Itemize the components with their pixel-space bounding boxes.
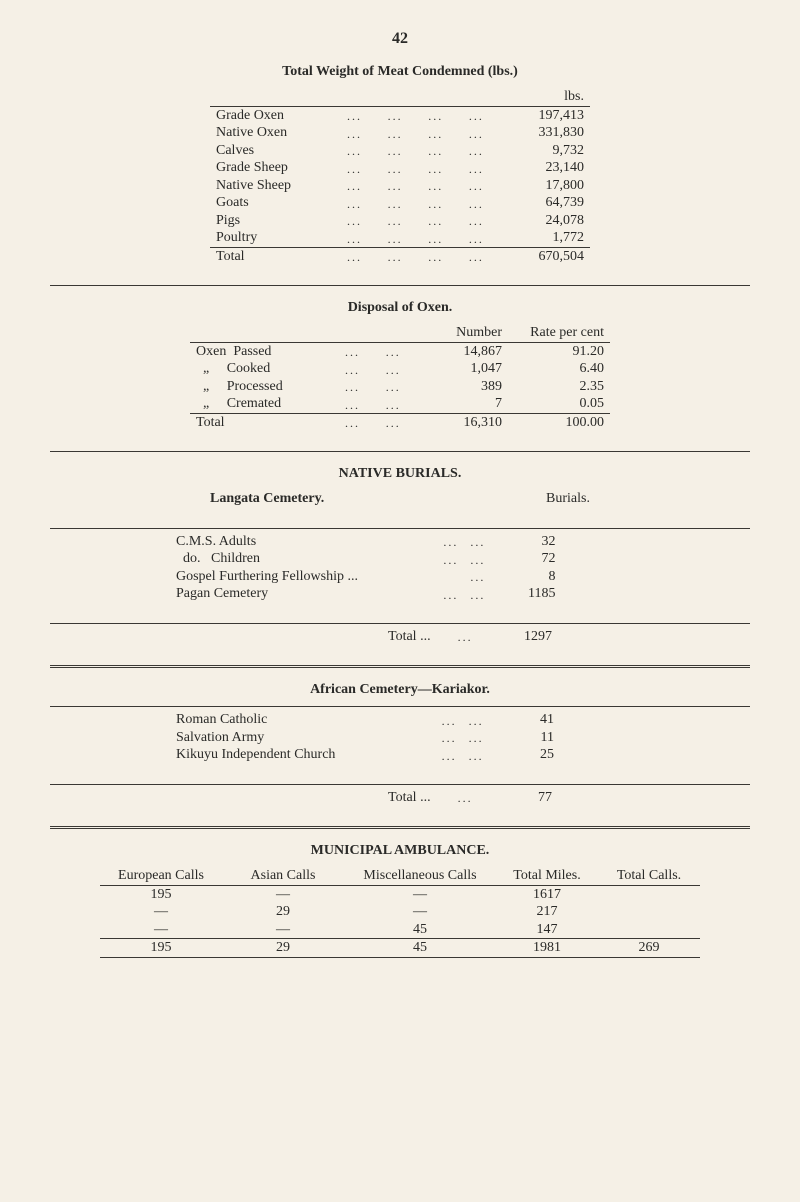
- total-row: Total ......1297: [170, 628, 630, 646]
- table-row: Pigs............24,078: [210, 212, 590, 230]
- native-title: NATIVE BURIALS.: [50, 466, 750, 482]
- native-table: Langata Cemetery. Burials.: [170, 490, 630, 508]
- ambulance-title: MUNICIPAL AMBULANCE.: [50, 843, 750, 859]
- total-row: Total............670,504: [210, 248, 590, 266]
- table-row: Kikuyu Independent Church......25: [170, 746, 630, 764]
- table-row: Grade Sheep............23,140: [210, 159, 590, 177]
- table-row: Native Sheep............17,800: [210, 177, 590, 195]
- table-row: Salvation Army......11: [170, 729, 630, 747]
- table-row: ——45147: [100, 921, 700, 939]
- table-row: „ Cremated......70.05: [190, 395, 610, 413]
- th-european: European Calls: [100, 867, 222, 885]
- african-table: Roman Catholic......41 Salvation Army...…: [170, 711, 630, 764]
- langata-label: Langata Cemetery.: [170, 490, 439, 508]
- col-number: Number: [421, 324, 508, 342]
- total-row: Total......16,310100.00: [190, 414, 610, 432]
- ambulance-table: European Calls Asian Calls Miscellaneous…: [100, 867, 700, 958]
- table-row: Pagan Cemetery......1185: [170, 585, 630, 603]
- table-row: Roman Catholic......41: [170, 711, 630, 729]
- table-row: „ Cooked......1,0476.40: [190, 360, 610, 378]
- th-asian: Asian Calls: [222, 867, 344, 885]
- th-calls: Total Calls.: [598, 867, 700, 885]
- table-row: Calves............9,732: [210, 142, 590, 160]
- meat-title: Total Weight of Meat Condemned (lbs.): [50, 64, 750, 80]
- native-rows: C.M.S. Adults......32 do. Children......…: [170, 533, 630, 603]
- burials-label: Burials.: [479, 490, 630, 508]
- table-row: Grade Oxen............197,413: [210, 107, 590, 125]
- african-title: African Cemetery—Kariakor.: [50, 682, 750, 698]
- disposal-title: Disposal of Oxen.: [50, 300, 750, 316]
- table-row: —29—217: [100, 903, 700, 921]
- th-miles: Total Miles.: [496, 867, 598, 885]
- total-row: Total ......77: [170, 789, 630, 807]
- meat-table: lbs. Grade Oxen............197,413 Nativ…: [210, 88, 590, 265]
- page-number: 42: [50, 30, 750, 48]
- table-row: Oxen Passed......14,86791.20: [190, 343, 610, 361]
- native-total: Total ......1297: [170, 628, 630, 646]
- table-row: 195——1617: [100, 886, 700, 904]
- unit-header: lbs.: [503, 88, 590, 106]
- table-row: Poultry............1,772: [210, 229, 590, 247]
- total-row: 19529451981269: [100, 939, 700, 957]
- th-misc: Miscellaneous Calls: [344, 867, 496, 885]
- col-rate: Rate per cent: [508, 324, 610, 342]
- african-total: Total ......77: [170, 789, 630, 807]
- disposal-table: Number Rate per cent Oxen Passed......14…: [190, 324, 610, 431]
- table-row: „ Processed......3892.35: [190, 378, 610, 396]
- table-row: Native Oxen............331,830: [210, 124, 590, 142]
- table-row: do. Children......72: [170, 550, 630, 568]
- table-row: C.M.S. Adults......32: [170, 533, 630, 551]
- table-row: Gospel Furthering Fellowship ......8: [170, 568, 630, 586]
- table-row: Goats............64,739: [210, 194, 590, 212]
